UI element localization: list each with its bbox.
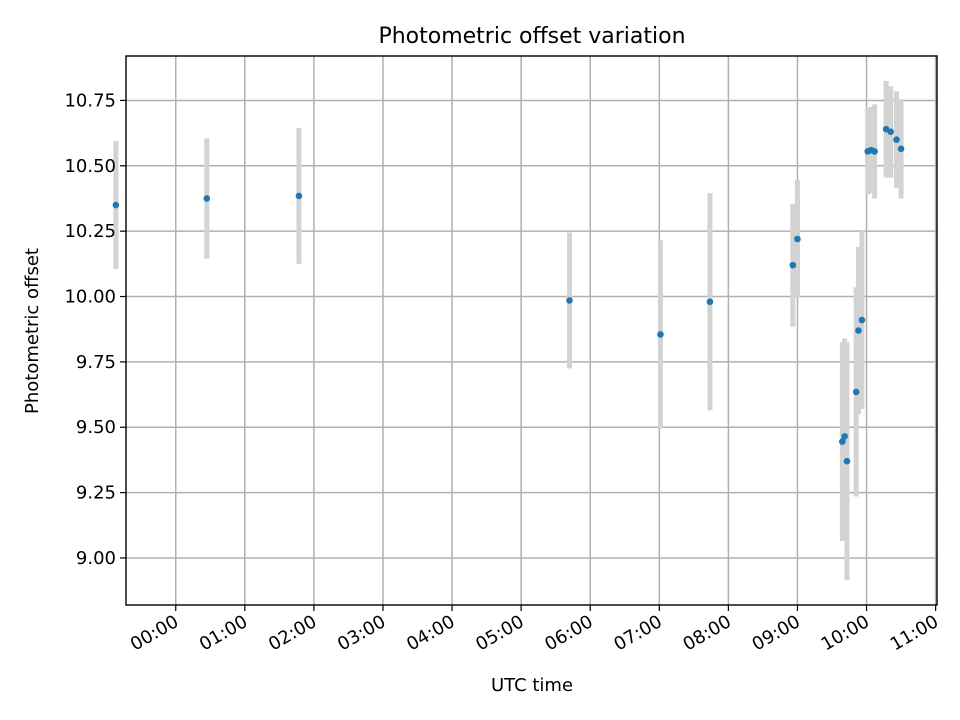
y-tick-label: 9.50 (76, 417, 116, 438)
data-point (794, 235, 801, 243)
y-axis: 9.00 9.25 9.50 9.75 10.00 10.25 10.50 10.75 (64, 90, 126, 569)
x-tick-label: 03:00 (334, 611, 389, 655)
x-tick-label: 05:00 (472, 611, 527, 655)
error-bars (113, 80, 904, 581)
grid (126, 56, 937, 605)
y-axis-label: Photometric offset (22, 248, 43, 414)
y-tick-label: 9.75 (76, 352, 116, 373)
y-tick-label: 10.75 (64, 90, 116, 111)
chart-title: Photometric offset variation (378, 24, 685, 49)
x-tick-label: 01:00 (196, 611, 251, 655)
data-point (897, 145, 905, 153)
data-point (871, 148, 878, 155)
data-point (887, 128, 895, 136)
x-tick-label: 04:00 (403, 611, 458, 655)
x-axis-label: UTC time (491, 675, 573, 696)
data-point (706, 298, 714, 306)
x-tick-label: 02:00 (265, 611, 320, 655)
plot-frame (125, 55, 938, 606)
data-point (852, 388, 860, 396)
x-tick-label: 08:00 (679, 611, 734, 655)
y-tick-label: 10.00 (64, 287, 116, 308)
data-point (843, 457, 851, 465)
data-point (566, 297, 573, 304)
data-point (893, 136, 900, 143)
x-axis: 00:00 01:00 02:00 03:00 04:00 05:00 06:00 07:00… (127, 605, 942, 655)
x-tick-label: 09:00 (749, 611, 804, 655)
data-point (841, 433, 848, 440)
data-point (789, 261, 797, 269)
x-tick-label: 11:00 (887, 611, 942, 655)
y-tick-label: 10.50 (64, 156, 116, 177)
data-point (855, 327, 862, 334)
data-point (295, 192, 303, 200)
data-point (112, 201, 120, 209)
x-tick-label: 00:00 (127, 611, 182, 655)
x-tick-label: 06:00 (541, 611, 596, 655)
x-tick-label: 10:00 (818, 611, 873, 655)
y-tick-label: 10.25 (64, 221, 116, 242)
x-tick-label: 07:00 (610, 611, 665, 655)
y-tick-label: 9.25 (76, 483, 116, 504)
data-point (203, 195, 211, 202)
data-points (112, 125, 905, 465)
data-point (657, 331, 664, 338)
data-point (839, 438, 846, 445)
y-tick-label: 9.00 (76, 548, 116, 569)
data-point (858, 316, 866, 324)
